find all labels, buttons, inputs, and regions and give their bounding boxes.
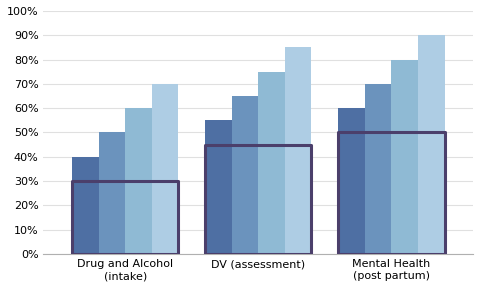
Bar (418, 35, 444, 254)
Bar (285, 48, 312, 254)
Bar (258, 72, 285, 254)
Bar (98, 132, 125, 254)
Bar (72, 157, 98, 254)
Bar (205, 120, 232, 254)
Bar (232, 96, 258, 254)
Bar (391, 60, 418, 254)
Bar (365, 84, 391, 254)
Bar (152, 84, 179, 254)
Bar (338, 108, 365, 254)
Bar (125, 108, 152, 254)
